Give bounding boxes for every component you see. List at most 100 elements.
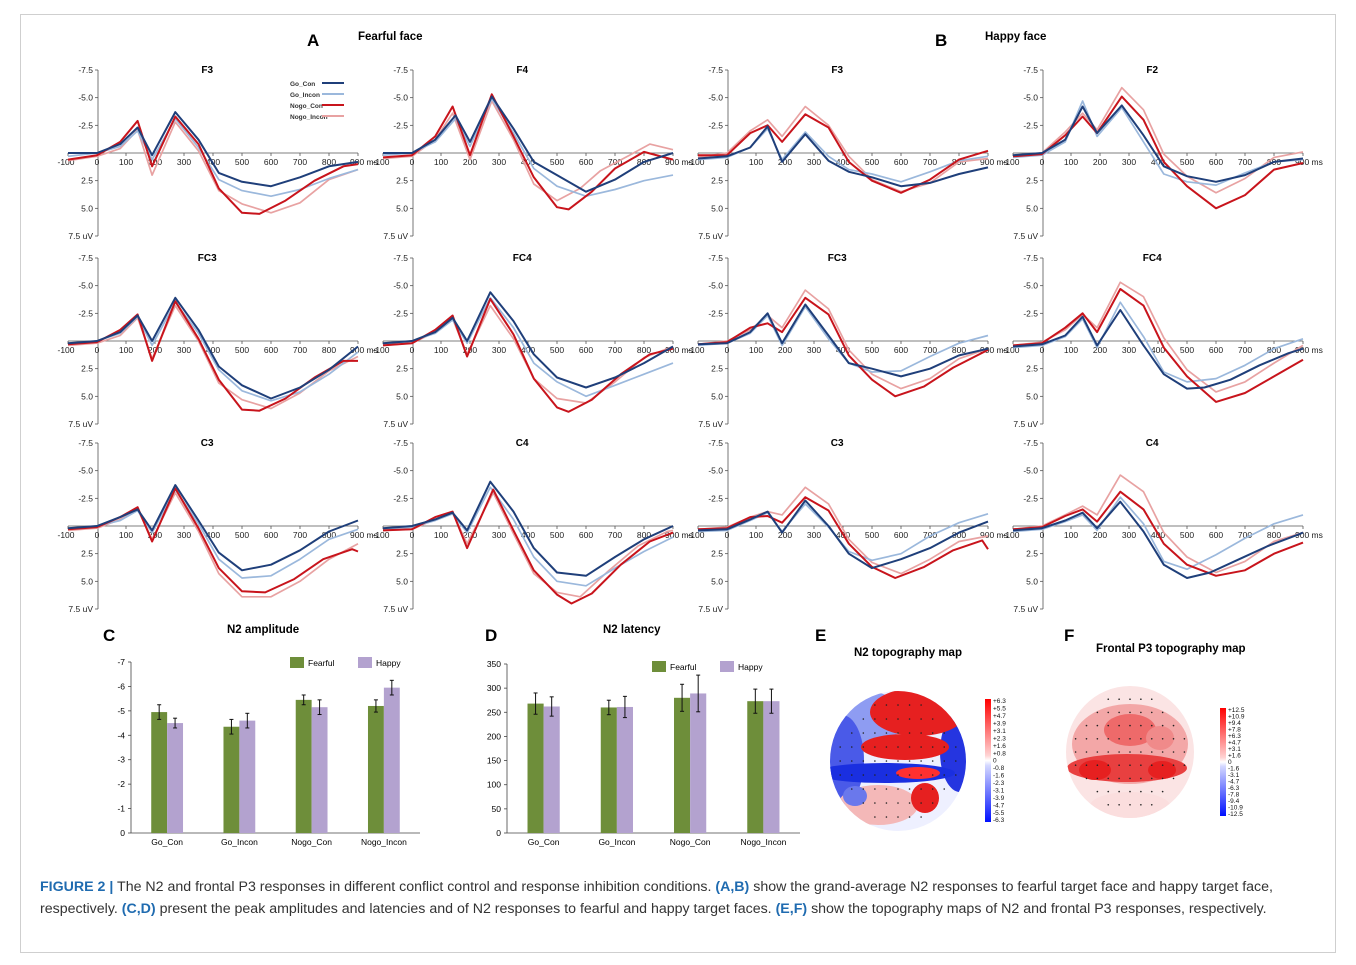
colorbar-label: +0.8 bbox=[993, 750, 1006, 757]
erp-x-tick-label: 100 bbox=[119, 530, 133, 540]
electrode-dot bbox=[850, 760, 853, 762]
electrode-dot bbox=[1074, 764, 1077, 766]
erp-trace-go-incon bbox=[67, 301, 359, 402]
erp-panel-a-c4: -7.5 -5.0 -2.5 2.5 5.0 7.5 uV -100 0 100 200 300 40… bbox=[372, 438, 692, 614]
erp-y-tick-label: -2.5 bbox=[78, 308, 93, 318]
erp-y-tick-label: 7.5 uV bbox=[698, 231, 723, 241]
electrode-dot bbox=[874, 788, 876, 790]
p3-colorbar-labels: +12.5+10.9+9.4+7.8+6.3+4.7+3.1+1.60-1.6-… bbox=[1228, 707, 1245, 818]
electrode-dot bbox=[874, 774, 876, 776]
colorbar-label: +2.3 bbox=[993, 735, 1006, 742]
erp-y-tick-label: 2.5 bbox=[1026, 364, 1038, 374]
electrode-dot bbox=[874, 760, 876, 762]
electrode-dot bbox=[1140, 804, 1142, 806]
electrode-dot bbox=[1107, 751, 1110, 753]
erp-x-tick-label: 700 bbox=[923, 530, 937, 540]
electrode-dot bbox=[874, 732, 876, 734]
erp-x-tick-label: -100 bbox=[1002, 157, 1019, 167]
erp-panel-a-fc3: -7.5-5.0-2.52.55.07.5 uV-100 0 100 200 300 40… bbox=[57, 253, 377, 429]
electrode-dot bbox=[920, 746, 922, 748]
erp-electrode-label: C4 bbox=[516, 438, 529, 449]
erp-y-tick-label: -5.0 bbox=[1023, 466, 1038, 476]
colorbar-label: -12.5 bbox=[1228, 811, 1243, 818]
bar-legend-label-happy: Happy bbox=[376, 658, 401, 668]
erp-trace-go-con bbox=[1012, 104, 1304, 183]
electrode-dot bbox=[1150, 698, 1153, 700]
electrode-dot bbox=[1107, 738, 1110, 740]
erp-y-tick-label: 7.5 uV bbox=[698, 604, 723, 614]
erp-panel-a-fc4: -7.5-5.0-2.52.55.07.5 uV-100 0 100 200 300 40… bbox=[372, 253, 692, 429]
erp-trace-nogo-con bbox=[382, 93, 674, 211]
electrode-dot bbox=[931, 760, 934, 762]
erp-y-tick-label: 5.0 bbox=[711, 203, 723, 213]
colorbar-label: 0 bbox=[993, 758, 997, 765]
bar-fearful bbox=[674, 697, 691, 833]
bar-category-label: Nogo_Incon bbox=[361, 837, 407, 847]
legend-label-go-incon: Go_Incon bbox=[290, 92, 320, 99]
electrode-dot bbox=[1107, 711, 1110, 714]
erp-electrode-label: C3 bbox=[831, 438, 844, 449]
bar-y-tick-label: -4 bbox=[117, 730, 125, 740]
erp-y-tick-label: 2.5 bbox=[81, 176, 93, 186]
panel-c-title: N2 amplitude bbox=[227, 624, 299, 636]
electrode-dot bbox=[1150, 751, 1153, 753]
electrode-dot bbox=[1118, 790, 1120, 793]
electrode-dot bbox=[1129, 711, 1131, 714]
erp-trace-go-con bbox=[697, 499, 989, 570]
electrode-dot bbox=[862, 732, 865, 734]
legend-label-go-con: Go_Con bbox=[290, 81, 315, 88]
electrode-dot bbox=[1150, 738, 1153, 740]
erp-trace-nogo-con bbox=[1012, 288, 1304, 403]
bar-fearful bbox=[600, 707, 617, 833]
erp-electrode-label: C4 bbox=[1146, 438, 1159, 449]
electrode-dot bbox=[1150, 790, 1153, 793]
erp-x-tick-label: 800 bbox=[952, 530, 966, 540]
electrode-dot bbox=[1150, 711, 1153, 714]
electrode-dot bbox=[1096, 764, 1099, 766]
erp-x-tick-label: 800 bbox=[952, 345, 966, 355]
erp-x-tick-label: 900 ms bbox=[665, 157, 693, 167]
erp-trace-go-con bbox=[1012, 500, 1304, 579]
erp-trace-nogo-incon bbox=[697, 289, 989, 390]
erp-x-tick-label: 0 bbox=[410, 345, 415, 355]
electrode-dot bbox=[908, 802, 911, 804]
electrode-dot bbox=[1085, 777, 1088, 780]
p3-region bbox=[1090, 792, 1170, 818]
electrode-dot bbox=[1172, 738, 1175, 740]
n2-colorbar: +6.3+5.5+4.7+3.9+3.1+2.3+1.6+0.80-0.8-1.… bbox=[985, 698, 1006, 824]
erp-y-tick-label: -2.5 bbox=[393, 493, 408, 503]
erp-x-tick-label: -100 bbox=[372, 345, 389, 355]
colorbar-label: +10.9 bbox=[1228, 714, 1245, 721]
p3-region bbox=[1104, 714, 1156, 746]
panel-b-letter: B bbox=[935, 31, 947, 50]
erp-x-tick-label: 600 bbox=[579, 530, 593, 540]
erp-x-tick-label: 400 bbox=[1151, 157, 1165, 167]
electrode-dot bbox=[931, 802, 934, 804]
electrode-dot bbox=[897, 816, 899, 818]
erp-y-tick-label: -5.0 bbox=[708, 466, 723, 476]
electrode-dot bbox=[943, 760, 946, 762]
electrode-dot bbox=[1140, 764, 1142, 766]
erp-y-tick-label: 2.5 bbox=[1026, 549, 1038, 559]
erp-x-tick-label: -100 bbox=[57, 345, 74, 355]
electrode-dot bbox=[874, 704, 876, 706]
erp-x-tick-label: 400 bbox=[206, 345, 220, 355]
erp-y-tick-label: 2.5 bbox=[711, 176, 723, 186]
electrode-dot bbox=[1096, 751, 1099, 753]
erp-trace-nogo-incon bbox=[67, 121, 359, 214]
electrode-dot bbox=[1107, 804, 1110, 806]
erp-x-tick-label: 500 bbox=[235, 530, 249, 540]
panel-d-letter: D bbox=[485, 626, 497, 645]
erp-x-tick-label: 600 bbox=[1209, 157, 1223, 167]
erp-x-tick-label: 700 bbox=[1238, 530, 1252, 540]
bar-y-tick-label: -6 bbox=[117, 681, 125, 691]
bar-legend-label-fearful: Fearful bbox=[308, 658, 335, 668]
electrode-dot bbox=[1074, 751, 1077, 753]
electrode-dot bbox=[1161, 724, 1164, 727]
erp-trace-nogo-incon bbox=[1012, 86, 1304, 194]
panel-f-title: Frontal P3 topography map bbox=[1096, 643, 1246, 655]
erp-trace-go-con bbox=[67, 484, 359, 572]
electrode-dot bbox=[1161, 751, 1164, 753]
electrode-dot bbox=[1129, 790, 1131, 793]
electrode-dot bbox=[885, 802, 888, 804]
